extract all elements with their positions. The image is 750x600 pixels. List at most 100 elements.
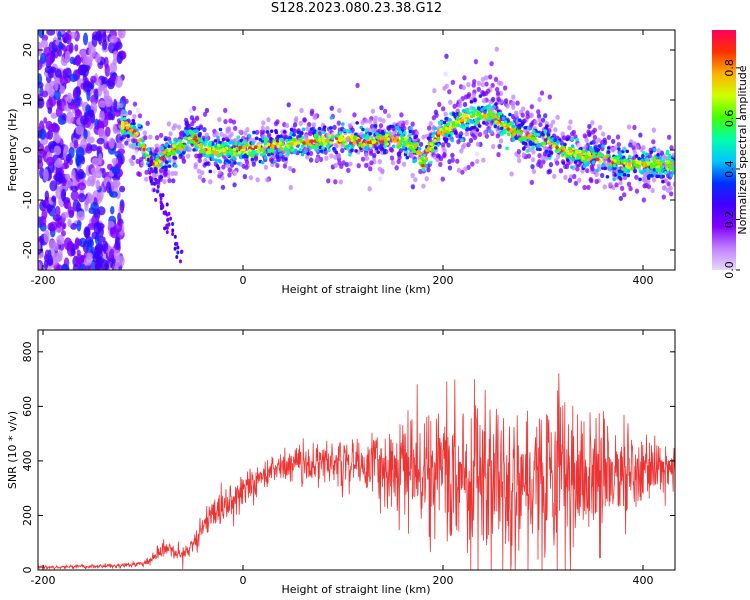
spectrogram-cell — [371, 130, 375, 135]
spectrogram-cell — [640, 170, 644, 175]
spectrogram-cell — [567, 125, 572, 131]
spectrogram-cell — [531, 168, 537, 175]
spectrogram-cell — [495, 133, 501, 139]
spectrogram-cell — [367, 118, 373, 124]
x-tick-label: -200 — [31, 274, 56, 287]
spectrogram-cell — [574, 150, 579, 154]
spectrogram-cell — [611, 146, 616, 152]
spectrogram-cell — [631, 159, 636, 164]
spectrogram-cell — [190, 134, 195, 139]
spectrogram-cell — [547, 153, 551, 158]
spectrogram-cell — [529, 112, 534, 118]
spectrogram-cell — [228, 147, 232, 152]
spectrogram-cell — [129, 133, 133, 138]
spectrogram-cell — [82, 64, 91, 72]
snr-series-line — [38, 373, 675, 570]
spectrogram-cell — [628, 186, 633, 192]
spectrogram-cell — [615, 134, 621, 140]
spectrogram-cell — [165, 202, 169, 207]
spectrogram-cell — [231, 119, 237, 125]
spectrogram-cell — [582, 164, 587, 169]
spectrogram-cell — [176, 245, 180, 250]
spectrogram-cell — [586, 129, 591, 135]
spectrogram-cell — [179, 134, 184, 141]
spectrogram-cell — [255, 177, 260, 183]
spectrogram-cell — [280, 147, 284, 151]
spectrogram-cell — [162, 150, 167, 155]
spectrogram-cell — [180, 249, 184, 254]
spectrogram-cell — [555, 153, 561, 159]
y-tick: -10 — [21, 191, 675, 209]
spectrogram-cell — [301, 127, 306, 132]
spectrogram-cell — [484, 115, 488, 120]
spectrogram-cell — [156, 189, 160, 194]
y-tick: 0 — [21, 567, 675, 574]
spectrogram-cell — [471, 82, 476, 88]
spectrogram-cell — [183, 136, 188, 140]
spectrogram-cell — [592, 134, 598, 141]
spectrogram-cell — [496, 96, 501, 103]
spectrogram-cell — [519, 123, 524, 127]
spectrogram-cell — [221, 164, 226, 170]
spectrogram-cell — [167, 144, 171, 149]
spectrogram-cell — [590, 120, 595, 126]
spectrogram-cell — [433, 109, 439, 115]
spectrogram-cell — [478, 94, 483, 98]
spectrogram-cell — [616, 161, 621, 166]
y-tick-label: 0 — [21, 147, 34, 154]
spectrogram-cell — [450, 79, 456, 85]
spectrogram-cell — [163, 226, 167, 231]
spectrogram-cell — [50, 66, 56, 73]
spectrogram-cell — [466, 142, 471, 148]
spectrogram-cell — [368, 132, 372, 136]
spectrogram-cell — [413, 143, 418, 148]
spectrogram-cell — [480, 82, 486, 88]
spectrogram-cell — [533, 132, 538, 136]
spectrogram-cell — [199, 138, 203, 143]
spectrogram-cell — [54, 159, 63, 168]
spectrogram-cell — [557, 148, 562, 152]
spectrogram-cell — [314, 146, 319, 150]
spectrogram-cell — [431, 115, 437, 121]
spectrogram-cell — [428, 160, 433, 165]
spectrogram-cell — [148, 175, 152, 180]
spectrogram-cell — [324, 155, 329, 161]
spectrogram-cell — [133, 138, 138, 144]
spectrogram-cell — [569, 149, 573, 154]
spectrogram-cell — [541, 159, 546, 165]
spectrogram-cell — [193, 135, 198, 140]
spectrogram-cell — [155, 154, 160, 159]
spectrogram-cell — [352, 141, 357, 146]
spectrogram-cell — [66, 111, 74, 124]
spectrogram-cell — [323, 141, 327, 146]
spectrogram-cell — [173, 234, 177, 239]
x-tick-label: 0 — [240, 574, 247, 587]
spectrogram-cell — [70, 222, 78, 230]
spectrogram-cell — [355, 82, 360, 89]
spectrogram-cell — [364, 118, 369, 124]
spectrogram-cell — [448, 117, 452, 122]
spectrogram-cell — [521, 152, 527, 158]
spectrogram-cell — [167, 177, 172, 184]
spectrogram-cell — [120, 120, 125, 125]
spectrogram-cell — [159, 200, 163, 205]
spectrogram-cell — [56, 264, 63, 270]
spectrogram-cell — [345, 144, 349, 149]
spectrogram-cell — [102, 240, 109, 253]
spectrogram-cell — [408, 145, 413, 150]
y-tick-label: 200 — [21, 505, 34, 526]
spectrogram-cell — [665, 160, 670, 164]
spectrogram-cell — [241, 163, 247, 169]
spectrogram-cell — [367, 186, 372, 192]
spectrogram-cell — [130, 160, 135, 167]
spectrogram-cell — [647, 152, 653, 159]
y-tick-label: 10 — [21, 93, 34, 107]
spectrogram-cell — [102, 39, 108, 51]
spectrogram-cell — [308, 131, 313, 137]
spectrogram-cell — [447, 165, 453, 171]
spectrogram-cell — [109, 75, 117, 82]
spectrogram-cell — [573, 180, 579, 186]
spectrogram-cell — [79, 49, 87, 58]
spectrogram-cell — [353, 135, 358, 139]
